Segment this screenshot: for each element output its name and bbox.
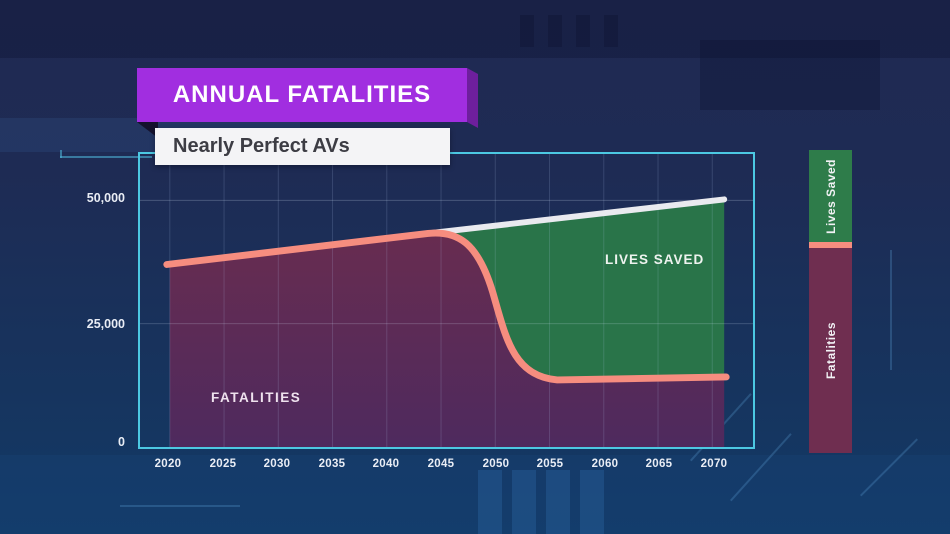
summary-fatalities-label: Fatalities (823, 321, 838, 380)
fatalities-line (163, 229, 730, 384)
fatalities-area (169, 233, 725, 447)
x-tick-2055: 2055 (536, 458, 564, 470)
x-tick-2070: 2070 (700, 458, 728, 470)
y-tick-50000: 50,000 (86, 191, 125, 205)
circuit-decoration (548, 15, 562, 47)
summary-bar-fatalities-segment: Fatalities (809, 248, 852, 453)
circuit-trace (120, 505, 240, 507)
grid-lines (140, 154, 753, 447)
circuit-trace (60, 150, 62, 158)
circuit-decoration (478, 470, 502, 534)
circuit-trace (860, 438, 918, 497)
x-tick-2030: 2030 (263, 458, 291, 470)
title-banner-graphic (137, 68, 478, 138)
x-tick-2020: 2020 (154, 458, 182, 470)
summary-bar-divider (809, 242, 852, 248)
circuit-trace (890, 250, 892, 370)
subtitle-banner: Nearly Perfect AVs (155, 128, 450, 165)
summary-bar-lives-saved-segment: Lives Saved (809, 150, 852, 242)
baseline-line (422, 196, 728, 237)
x-tick-2040: 2040 (372, 458, 400, 470)
page-title: ANNUAL FATALITIES (172, 81, 432, 108)
fatalities-label: FATALITIES (211, 390, 302, 405)
x-tick-2025: 2025 (209, 458, 237, 470)
chart-subtitle: Nearly Perfect AVs (173, 135, 350, 157)
summary-stacked-bar: Lives Saved Fatalities (809, 150, 852, 453)
x-tick-2060: 2060 (591, 458, 619, 470)
circuit-decoration (0, 0, 950, 58)
lives-saved-area (425, 199, 725, 380)
y-tick-0: 0 (118, 435, 125, 449)
lives-saved-label: LIVES SAVED (605, 252, 705, 267)
chart-plot-area: LIVES SAVED FATALITIES (138, 152, 755, 449)
circuit-decoration (520, 15, 534, 47)
x-tick-2050: 2050 (482, 458, 510, 470)
x-tick-2045: 2045 (427, 458, 455, 470)
circuit-decoration (546, 470, 570, 534)
x-tick-2065: 2065 (645, 458, 673, 470)
circuit-decoration (580, 470, 604, 534)
circuit-decoration (604, 15, 618, 47)
summary-lives-saved-label: Lives Saved (823, 158, 838, 234)
circuit-decoration (512, 470, 536, 534)
y-tick-25000: 25,000 (86, 317, 125, 331)
circuit-decoration (576, 15, 590, 47)
circuit-decoration (700, 40, 880, 110)
chart-canvas (140, 154, 753, 447)
x-tick-2035: 2035 (318, 458, 346, 470)
